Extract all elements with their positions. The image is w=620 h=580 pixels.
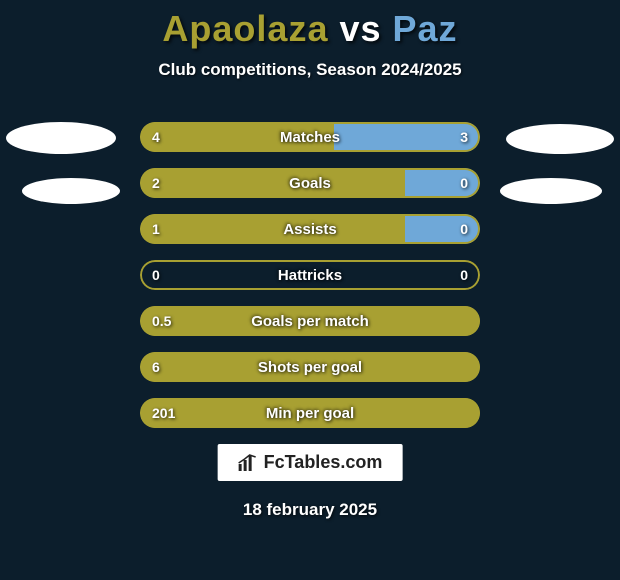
- title-mid: vs: [328, 8, 392, 49]
- bar-row: 201Min per goal: [140, 398, 480, 428]
- bar-label: Goals per match: [140, 306, 480, 336]
- bar-row: 0.5Goals per match: [140, 306, 480, 336]
- bar-row: 43Matches: [140, 122, 480, 152]
- bar-label: Assists: [140, 214, 480, 244]
- bar-label: Shots per goal: [140, 352, 480, 382]
- title-left: Apaolaza: [162, 8, 328, 49]
- date-text: 18 february 2025: [0, 500, 620, 520]
- player-right-avatar-shadow: [500, 178, 602, 204]
- bar-label: Hattricks: [140, 260, 480, 290]
- bar-label: Goals: [140, 168, 480, 198]
- bar-row: 20Goals: [140, 168, 480, 198]
- player-left-avatar-shadow: [22, 178, 120, 204]
- brand-text: FcTables.com: [264, 452, 383, 473]
- bar-row: 10Assists: [140, 214, 480, 244]
- bar-row: 6Shots per goal: [140, 352, 480, 382]
- brand-badge: FcTables.com: [218, 444, 403, 481]
- player-right-avatar-placeholder: [506, 124, 614, 154]
- bar-row: 00Hattricks: [140, 260, 480, 290]
- page-title: Apaolaza vs Paz: [0, 0, 620, 50]
- comparison-bars: 43Matches 20Goals 10Assists 00Hattricks 0.5G…: [140, 122, 480, 444]
- chart-icon: [238, 454, 258, 472]
- player-left-avatar-placeholder: [6, 122, 116, 154]
- bar-label: Matches: [140, 122, 480, 152]
- subtitle: Club competitions, Season 2024/2025: [0, 60, 620, 80]
- bar-label: Min per goal: [140, 398, 480, 428]
- title-right: Paz: [393, 8, 458, 49]
